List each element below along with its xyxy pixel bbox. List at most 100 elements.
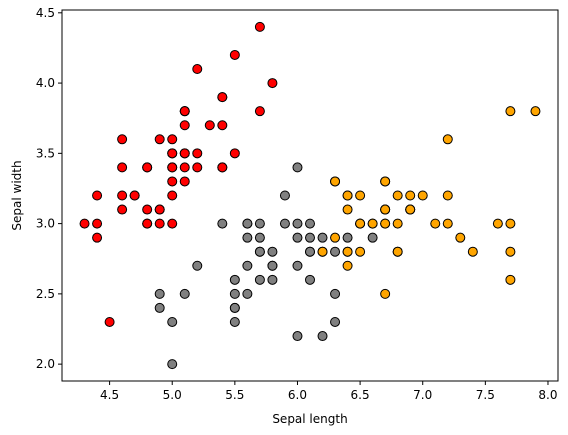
scatter-point <box>442 190 453 201</box>
scatter-point <box>92 190 103 201</box>
scatter-point <box>267 260 278 271</box>
scatter-point <box>217 162 228 173</box>
scatter-point <box>167 148 178 159</box>
x-tick-label: 8.0 <box>538 388 557 402</box>
scatter-point <box>154 288 165 299</box>
x-tick-label: 6.0 <box>288 388 307 402</box>
x-tick-label: 6.5 <box>351 388 370 402</box>
plot-frame <box>61 9 559 382</box>
x-axis-label: Sepal length <box>272 412 347 426</box>
scatter-point <box>179 162 190 173</box>
scatter-point <box>229 148 240 159</box>
scatter-point <box>154 204 165 215</box>
scatter-point <box>392 190 403 201</box>
scatter-point <box>79 218 90 229</box>
scatter-point <box>167 190 178 201</box>
scatter-point <box>192 162 203 173</box>
scatter-point <box>179 288 190 299</box>
scatter-point <box>292 218 303 229</box>
scatter-point <box>317 246 328 257</box>
scatter-point <box>442 218 453 229</box>
scatter-point <box>405 204 416 215</box>
scatter-point <box>392 218 403 229</box>
y-tick-label: 3.0 <box>36 217 55 231</box>
scatter-point <box>292 232 303 243</box>
scatter-point <box>305 246 315 257</box>
y-axis: 2.0 2.5 3.0 3.5 4.0 4.5 <box>36 6 62 371</box>
scatter-point <box>455 232 466 243</box>
scatter-point <box>317 331 328 342</box>
scatter-point <box>254 218 265 229</box>
y-axis-label: Sepal width <box>10 160 24 230</box>
scatter-point <box>242 232 253 243</box>
scatter-point <box>229 316 240 327</box>
scatter-point <box>267 246 278 257</box>
scatter-point <box>142 162 153 173</box>
scatter-point <box>342 260 353 271</box>
scatter-point <box>355 246 366 257</box>
scatter-point <box>367 232 378 243</box>
scatter-point <box>167 176 178 187</box>
y-tick-label: 4.0 <box>36 76 55 90</box>
scatter-point <box>229 274 240 285</box>
scatter-point <box>330 288 341 299</box>
scatter-point <box>192 64 203 75</box>
scatter-point <box>292 260 303 271</box>
scatter-point <box>279 190 290 201</box>
scatter-point <box>292 162 303 173</box>
scatter-point <box>505 246 516 257</box>
scatter-point <box>380 218 391 229</box>
scatter-point <box>380 288 391 299</box>
scatter-point <box>229 288 240 299</box>
y-tick-label: 3.5 <box>36 146 55 160</box>
scatter-point <box>467 246 478 257</box>
x-tick-label: 5.0 <box>163 388 182 402</box>
scatter-point <box>242 288 253 299</box>
y-tick-label: 4.5 <box>36 6 55 20</box>
scatter-point <box>305 218 315 229</box>
scatter-point <box>192 260 203 271</box>
scatter-point <box>179 106 190 117</box>
scatter-point <box>380 204 391 215</box>
x-tick-label: 7.0 <box>413 388 432 402</box>
scatter-point <box>492 218 503 229</box>
scatter-point <box>217 120 228 131</box>
scatter-point <box>342 204 353 215</box>
scatter-point <box>217 218 228 229</box>
scatter-point <box>380 176 391 187</box>
x-tick-label: 4.5 <box>100 388 119 402</box>
scatter-point <box>92 232 103 243</box>
scatter-point <box>505 218 516 229</box>
scatter-point <box>430 218 441 229</box>
scatter-point <box>242 218 253 229</box>
scatter-point <box>192 148 203 159</box>
scatter-point <box>254 232 265 243</box>
x-tick-label: 7.5 <box>476 388 495 402</box>
scatter-point <box>342 246 353 257</box>
scatter-point <box>279 218 290 229</box>
scatter-point <box>267 274 278 285</box>
scatter-point <box>405 190 416 201</box>
scatter-point <box>342 190 353 201</box>
scatter-point <box>355 218 366 229</box>
scatter-point <box>330 316 341 327</box>
scatter-point <box>505 274 516 285</box>
scatter-point <box>142 218 153 229</box>
scatter-point <box>267 78 278 89</box>
scatter-point <box>417 190 428 201</box>
scatter-point <box>254 246 265 257</box>
scatter-point <box>317 232 328 243</box>
scatter-point <box>292 331 303 342</box>
scatter-point <box>229 49 240 60</box>
scatter-point <box>204 120 215 131</box>
scatter-point <box>305 232 315 243</box>
scatter-point <box>254 21 265 32</box>
data-points <box>79 21 541 370</box>
scatter-point <box>342 232 353 243</box>
scatter-point <box>229 302 240 313</box>
scatter-point <box>217 92 228 103</box>
scatter-point <box>505 106 516 117</box>
scatter-point <box>330 176 341 187</box>
